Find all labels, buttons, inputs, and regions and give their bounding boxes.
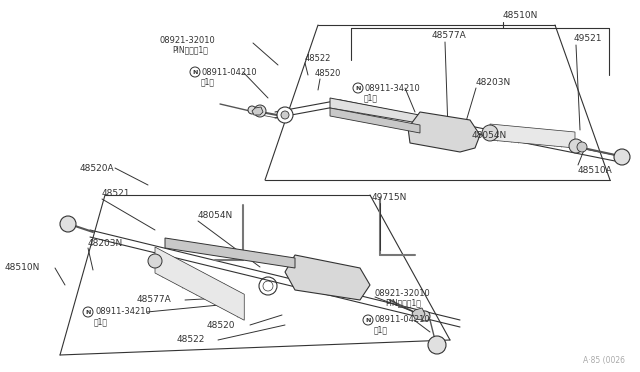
Text: 〈1〉: 〈1〉 bbox=[201, 77, 215, 87]
Circle shape bbox=[254, 105, 266, 117]
Text: 08911-34210: 08911-34210 bbox=[95, 308, 151, 317]
Text: N: N bbox=[85, 310, 91, 314]
Polygon shape bbox=[330, 108, 420, 133]
Text: PINビン〈1〉: PINビン〈1〉 bbox=[172, 45, 208, 55]
Circle shape bbox=[614, 149, 630, 165]
Circle shape bbox=[482, 125, 498, 141]
Text: 48522: 48522 bbox=[177, 336, 205, 344]
Text: 08921-32010: 08921-32010 bbox=[160, 35, 216, 45]
Text: 48054N: 48054N bbox=[198, 211, 233, 219]
Text: 48203N: 48203N bbox=[88, 238, 124, 247]
Circle shape bbox=[190, 67, 200, 77]
Polygon shape bbox=[490, 124, 575, 148]
Text: 48520A: 48520A bbox=[80, 164, 115, 173]
Text: 〈1〉: 〈1〉 bbox=[94, 317, 108, 327]
Text: PINビン〈1〉: PINビン〈1〉 bbox=[385, 298, 421, 308]
Text: 08911-04210: 08911-04210 bbox=[202, 67, 258, 77]
Circle shape bbox=[83, 307, 93, 317]
Polygon shape bbox=[155, 247, 244, 320]
Circle shape bbox=[60, 216, 76, 232]
Text: 48203N: 48203N bbox=[476, 77, 511, 87]
Polygon shape bbox=[408, 112, 480, 152]
Polygon shape bbox=[412, 308, 425, 320]
Circle shape bbox=[577, 142, 587, 152]
Circle shape bbox=[569, 139, 583, 153]
Polygon shape bbox=[285, 255, 370, 300]
Text: 48577A: 48577A bbox=[137, 295, 172, 305]
Text: 48510N: 48510N bbox=[503, 10, 538, 19]
Text: 49715N: 49715N bbox=[372, 192, 408, 202]
Text: A·85 (0026: A·85 (0026 bbox=[583, 356, 625, 365]
Text: 〈1〉: 〈1〉 bbox=[374, 326, 388, 334]
Circle shape bbox=[428, 336, 446, 354]
Text: 48054N: 48054N bbox=[472, 131, 508, 140]
Text: N: N bbox=[192, 70, 198, 74]
Text: 08911-04210: 08911-04210 bbox=[375, 315, 431, 324]
Text: N: N bbox=[355, 86, 361, 90]
Circle shape bbox=[148, 254, 162, 268]
Text: N: N bbox=[365, 317, 371, 323]
Polygon shape bbox=[165, 238, 295, 268]
Polygon shape bbox=[252, 107, 263, 115]
Circle shape bbox=[353, 83, 363, 93]
Text: 48520: 48520 bbox=[207, 321, 236, 330]
Text: 48520: 48520 bbox=[315, 68, 341, 77]
Circle shape bbox=[277, 107, 293, 123]
Text: 48510N: 48510N bbox=[5, 263, 40, 273]
Text: 49521: 49521 bbox=[574, 33, 602, 42]
Text: 48577A: 48577A bbox=[432, 31, 467, 39]
Text: 〈1〉: 〈1〉 bbox=[364, 93, 378, 103]
Circle shape bbox=[420, 311, 430, 321]
Text: 48521: 48521 bbox=[102, 189, 131, 198]
Circle shape bbox=[363, 315, 373, 325]
Text: 48522: 48522 bbox=[305, 54, 332, 62]
Text: 08921-32010: 08921-32010 bbox=[375, 289, 431, 298]
Circle shape bbox=[281, 111, 289, 119]
Text: 48510A: 48510A bbox=[578, 166, 612, 174]
Text: 08911-34210: 08911-34210 bbox=[365, 83, 420, 93]
Circle shape bbox=[248, 106, 256, 114]
Polygon shape bbox=[330, 98, 430, 125]
